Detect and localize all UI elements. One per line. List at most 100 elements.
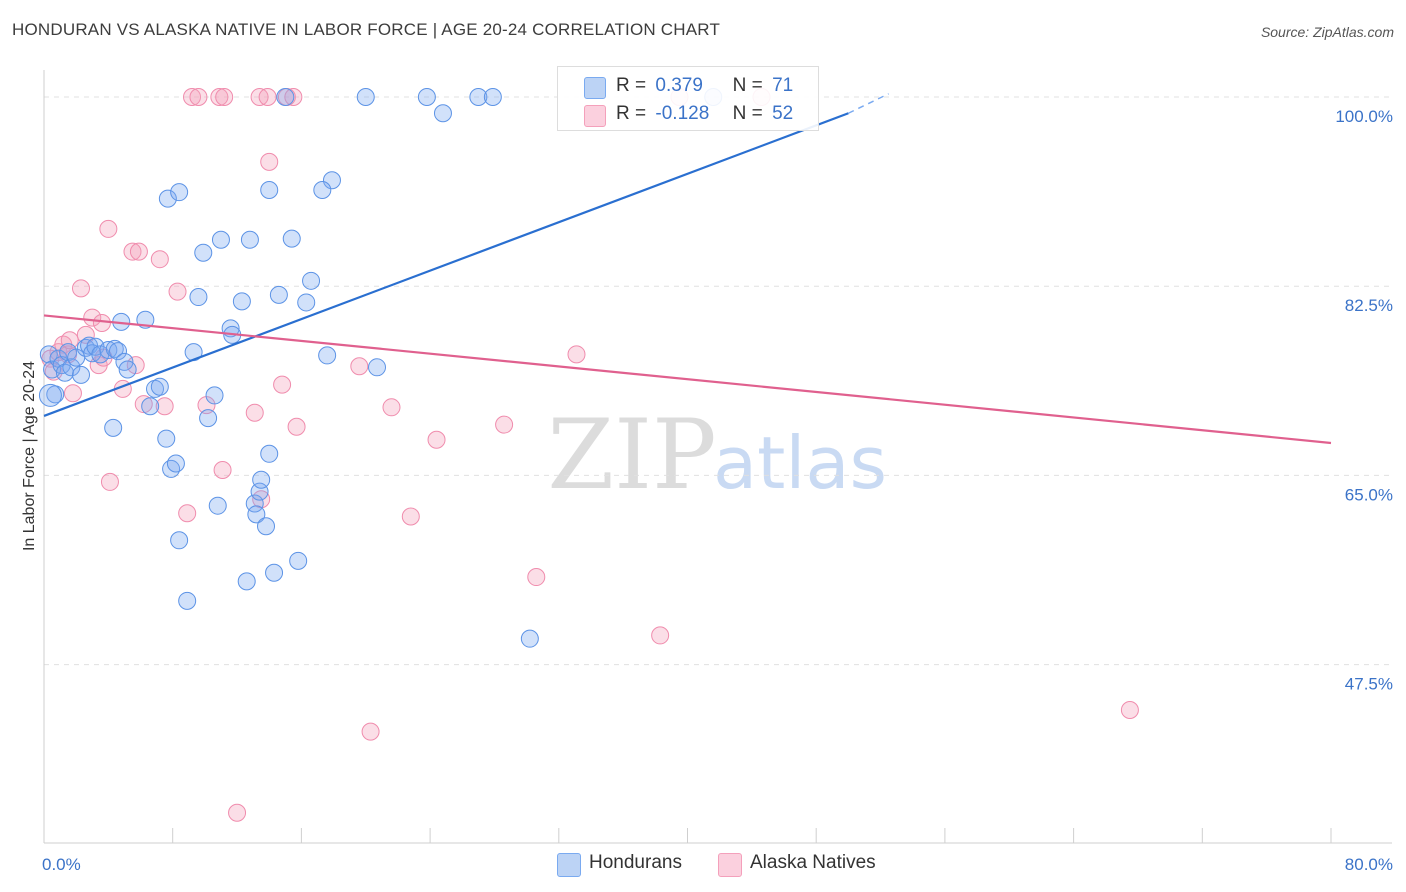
hondurans-swatch (584, 77, 606, 99)
alaska-natives-point (99, 219, 118, 238)
alaska-natives-point (100, 472, 119, 491)
hondurans-point (240, 230, 259, 249)
axes (43, 70, 1392, 844)
alaska-natives-point (210, 88, 229, 107)
hondurans-point (170, 531, 189, 550)
alaska-natives-point (273, 375, 292, 394)
alaska-natives-point (155, 397, 174, 416)
stats-legend: R = 0.379 N = 71 R = -0.128 N = 52 (557, 66, 819, 131)
source-credit: Source: ZipAtlas.com (1260, 24, 1394, 40)
hondurans-point (265, 563, 284, 582)
y-tick-label: 100.0% (1335, 107, 1393, 126)
hondurans-point (322, 171, 341, 190)
chart-title: HONDURAN VS ALASKA NATIVE IN LABOR FORCE… (12, 20, 721, 39)
hondurans-point (189, 288, 208, 307)
alaska-natives-point (63, 384, 82, 403)
hondurans-point (318, 346, 337, 365)
hondurans-point (252, 470, 271, 489)
alaska-natives-point (495, 415, 514, 434)
alaska-natives-trend-line (43, 314, 1332, 445)
n-value-hondurans: 71 (772, 75, 794, 96)
hondurans-point (211, 230, 230, 249)
hondurans-point (72, 365, 91, 384)
hondurans-point (247, 505, 266, 524)
hondurans-point (257, 517, 276, 536)
alaska-natives-point (83, 308, 102, 327)
r-value-hondurans: 0.379 (655, 75, 703, 96)
hondurans-point (469, 88, 488, 107)
alaska-natives-point (382, 398, 401, 417)
alaska-natives-point (183, 88, 202, 107)
y-axis-label: In Labor Force | Age 20-24 (21, 361, 38, 551)
alaska-natives-point (134, 395, 153, 414)
hondurans-point (39, 345, 58, 364)
hondurans-point (297, 293, 316, 312)
x-tick-label-max: 80.0% (1345, 855, 1393, 874)
alaska-natives-point (567, 345, 586, 364)
r-label: R = (616, 103, 647, 124)
hondurans-point (109, 342, 128, 361)
hondurans-point (368, 358, 387, 377)
alaska-natives-point (1120, 701, 1139, 720)
hondurans-point (141, 397, 160, 416)
hondurans-point (150, 377, 169, 396)
hondurans-point (158, 189, 177, 208)
hondurans-point (118, 360, 137, 379)
hondurans-point (282, 229, 301, 248)
alaska-natives-point (427, 430, 446, 449)
hondurans-point (99, 341, 118, 360)
hondurans-point (208, 496, 227, 515)
hondurans-point (166, 454, 185, 473)
alaska-natives-point (178, 504, 197, 523)
axis-labels: 47.5% 65.0% 82.5% 100.0% 0.0% 80.0% In Labor F… (21, 107, 1393, 874)
watermark-atlas: atlas (713, 421, 887, 505)
x-tick-label-min: 0.0% (42, 855, 81, 874)
y-tick-label: 65.0% (1345, 485, 1393, 504)
hondurans-point (232, 292, 251, 311)
hondurans-point (38, 383, 62, 407)
hondurans-point (269, 285, 288, 304)
alaska-natives-point (126, 356, 145, 375)
alaska-natives-point (401, 507, 420, 526)
watermark-zip: ZIP (547, 399, 716, 511)
alaska-natives-point (92, 313, 111, 332)
hondurans-trend-line (43, 112, 849, 417)
hondurans-point (146, 379, 165, 398)
hondurans-point (520, 629, 539, 648)
hondurans-point (417, 88, 436, 107)
alaska-natives-point (361, 722, 380, 741)
hondurans-point (260, 444, 279, 463)
alaska-natives-point (258, 88, 277, 107)
hondurans-point (157, 429, 176, 448)
hondurans-point (194, 243, 213, 262)
hondurans-legend-label: Hondurans (589, 852, 682, 873)
alaska-natives-point (213, 461, 232, 480)
alaska-natives-point (76, 325, 95, 344)
watermark: ZIP atlas (547, 399, 887, 511)
r-value-alaska-natives: -0.128 (655, 103, 710, 124)
hondurans-point (289, 551, 308, 570)
alaska-natives-point (72, 279, 91, 298)
hondurans-point (356, 88, 375, 107)
alaska-natives-point (168, 282, 187, 301)
alaska-natives-point (189, 88, 208, 107)
alaska-natives-swatch (584, 105, 606, 127)
alaska-natives-legend-label: Alaska Natives (750, 852, 876, 873)
hondurans-point (178, 591, 197, 610)
hondurans-point (237, 572, 256, 591)
alaska-natives-point (228, 803, 247, 822)
hondurans-trend-extension (848, 93, 889, 114)
n-value-alaska-natives: 52 (772, 103, 794, 124)
n-label: N = (732, 103, 763, 124)
alaska-natives-point (123, 242, 142, 261)
hondurans-point (313, 181, 332, 200)
alaska-natives-point (651, 626, 670, 645)
hondurans-point (205, 386, 224, 405)
hondurans-point (162, 459, 181, 478)
hondurans-point (105, 339, 124, 358)
y-tick-label: 47.5% (1345, 675, 1393, 694)
y-tick-label: 82.5% (1345, 296, 1393, 315)
hondurans-point (302, 271, 321, 290)
hondurans-point (483, 88, 502, 107)
